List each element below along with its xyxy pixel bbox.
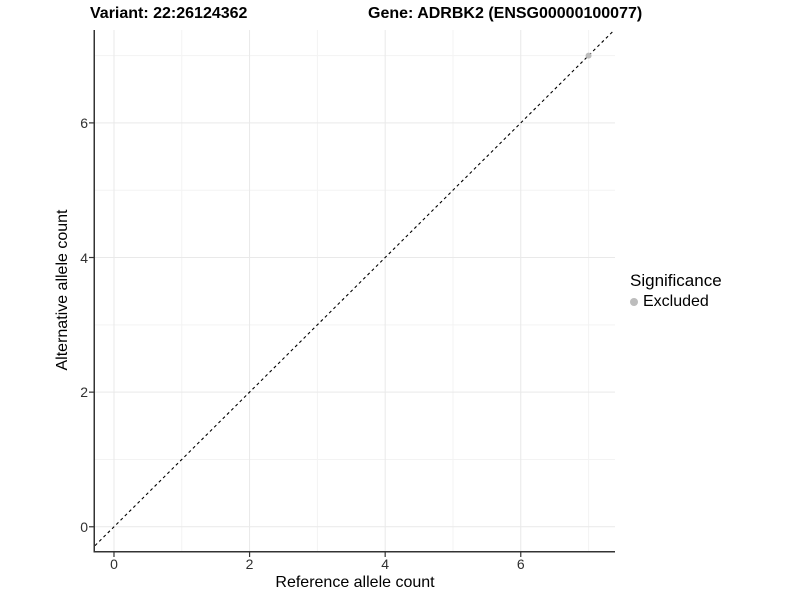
legend-items: Excluded	[630, 293, 722, 311]
plot-title-gene: Gene: ADRBK2 (ENSG00000100077)	[368, 5, 643, 22]
y-tick-label-6: 6	[80, 114, 88, 131]
legend-title: Significance	[630, 271, 722, 290]
x-tick-label-2: 2	[245, 556, 254, 572]
y-tick-label-2: 2	[80, 384, 88, 401]
legend-item: Excluded	[630, 293, 722, 311]
y-axis-title: Alternative allele count	[54, 209, 71, 371]
legend: Significance Excluded	[630, 271, 722, 311]
identity-reference-line	[94, 29, 615, 547]
y-tick-label-4: 4	[80, 249, 88, 266]
legend-point-icon	[630, 298, 638, 306]
x-axis-title: Reference allele count	[275, 574, 435, 591]
y-tick-label-0: 0	[80, 518, 88, 535]
legend-item-label: Excluded	[643, 293, 709, 310]
x-tick-label-6: 6	[516, 556, 525, 572]
plot-title-variant: Variant: 22:26124362	[90, 5, 248, 22]
x-tick-label-4: 4	[381, 556, 390, 572]
x-tick-label-0: 0	[110, 556, 118, 572]
data-point-excluded	[585, 52, 592, 59]
